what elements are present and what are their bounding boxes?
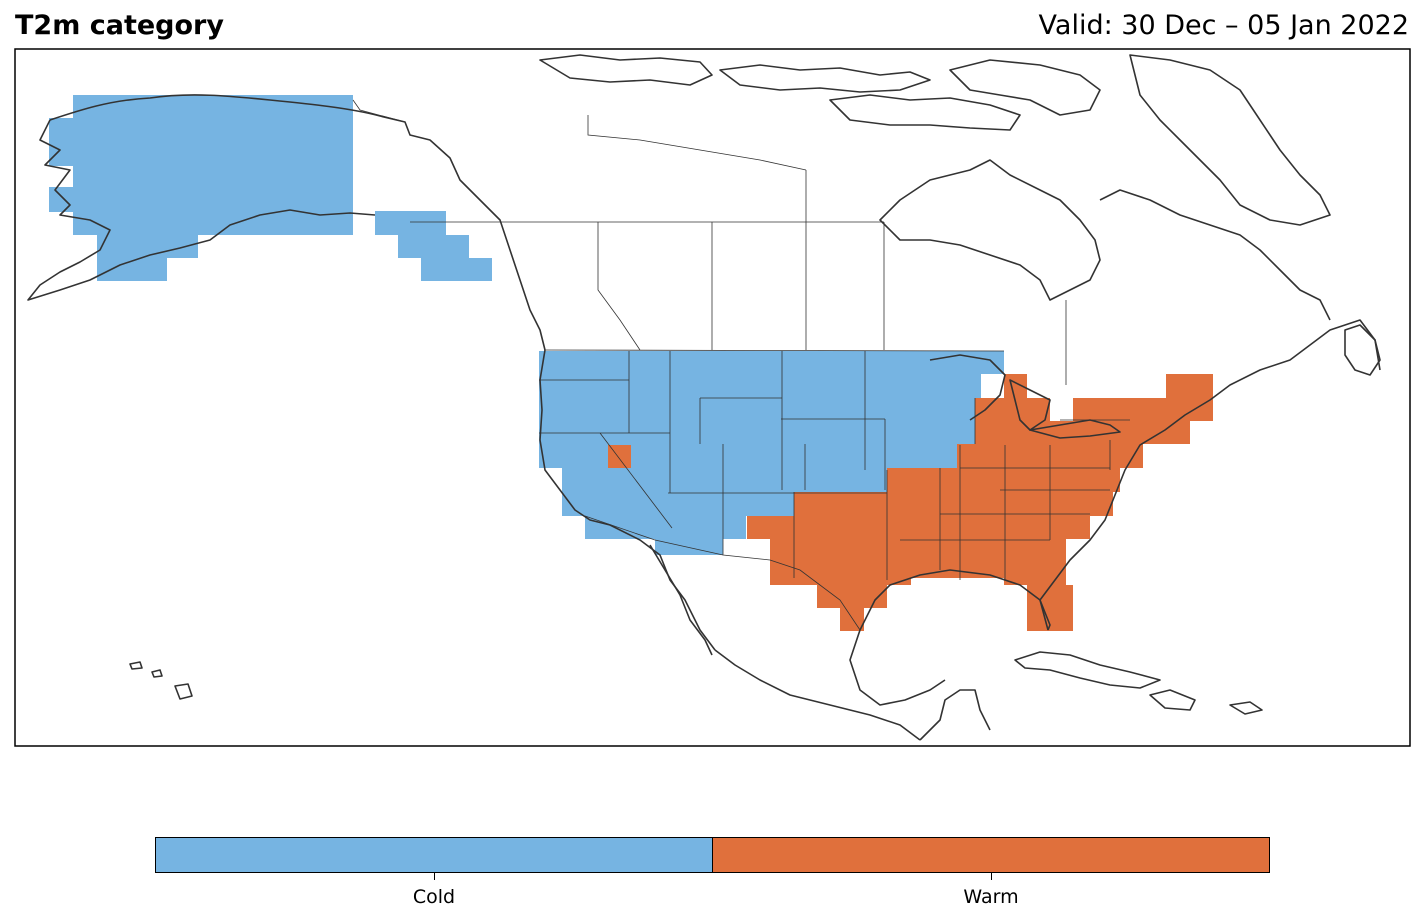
cold-cells-panhandle bbox=[375, 211, 492, 281]
legend-label-warm: Warm bbox=[963, 886, 1019, 908]
cold-region bbox=[49, 95, 1004, 555]
legend-swatch-cold bbox=[156, 838, 712, 872]
legend-tick-cold bbox=[434, 873, 435, 880]
cold-cells-alaska bbox=[49, 95, 353, 281]
legend-swatch-warm bbox=[712, 838, 1269, 872]
warm-cells-east bbox=[747, 374, 1213, 631]
cold-cells-west bbox=[539, 351, 1004, 555]
valid-date: Valid: 30 Dec – 05 Jan 2022 bbox=[1038, 10, 1409, 41]
legend-label-cold: Cold bbox=[412, 886, 456, 908]
coastlines bbox=[27, 54, 1381, 741]
map-frame bbox=[14, 48, 1411, 747]
legend-tick-warm bbox=[991, 873, 992, 880]
political-borders bbox=[352, 99, 1130, 631]
legend-colorbar bbox=[155, 837, 1270, 873]
map-title: T2m category bbox=[15, 10, 224, 41]
